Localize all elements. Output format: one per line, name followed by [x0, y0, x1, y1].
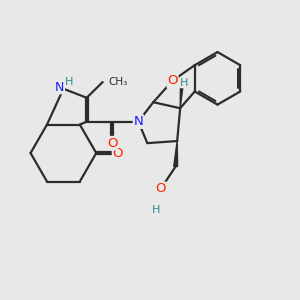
Text: H: H: [180, 78, 188, 88]
Text: O: O: [112, 147, 123, 160]
Text: H: H: [64, 77, 73, 87]
Polygon shape: [174, 141, 178, 167]
Text: CH₃: CH₃: [109, 77, 128, 87]
Text: N: N: [55, 81, 64, 94]
Text: N: N: [134, 115, 143, 128]
Text: H: H: [152, 205, 160, 215]
Polygon shape: [180, 87, 183, 108]
Text: O: O: [167, 74, 178, 87]
Text: O: O: [155, 182, 166, 195]
Text: O: O: [107, 136, 117, 150]
